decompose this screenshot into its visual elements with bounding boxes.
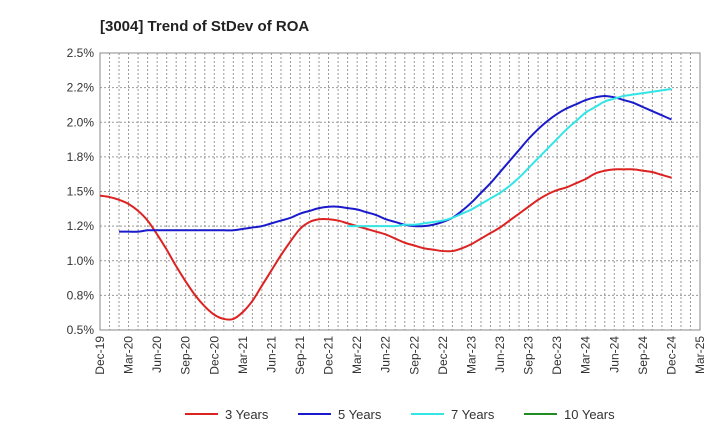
- x-tick-label: Jun-20: [150, 336, 164, 373]
- x-tick-label: Sep-24: [636, 336, 650, 375]
- chart-title: [3004] Trend of StDev of ROA: [100, 18, 309, 35]
- y-tick-label: 1.2%: [67, 219, 95, 233]
- x-tick-label: Dec-22: [436, 336, 450, 375]
- x-tick-label: Mar-25: [693, 336, 707, 374]
- x-tick-label: Sep-23: [522, 336, 536, 375]
- legend-label-10-years: 10 Years: [564, 407, 615, 422]
- x-tick-label: Dec-21: [322, 336, 336, 375]
- x-tick-label: Sep-22: [407, 336, 421, 375]
- x-tick-label: Sep-21: [293, 336, 307, 375]
- x-tick-label: Dec-23: [550, 336, 564, 375]
- x-tick-label: Jun-21: [264, 336, 278, 373]
- y-tick-label: 1.8%: [67, 150, 95, 164]
- x-tick-label: Sep-20: [179, 336, 193, 375]
- series-line-5-years: [119, 94, 672, 233]
- series-layer: [99, 88, 672, 321]
- x-tick-label: Mar-24: [579, 336, 593, 374]
- y-tick-label: 1.5%: [67, 185, 95, 199]
- y-tick-label: 0.5%: [67, 323, 95, 337]
- x-tick-label: Dec-24: [664, 336, 678, 375]
- y-tick-label: 1.0%: [67, 254, 95, 268]
- x-tick-label: Mar-23: [464, 336, 478, 374]
- y-tick-label: 2.2%: [67, 81, 95, 95]
- x-tick-label: Mar-21: [236, 336, 250, 374]
- series-line-3-years: [99, 168, 672, 321]
- legend-label-3-years: 3 Years: [225, 407, 269, 422]
- x-tick-label: Mar-22: [350, 336, 364, 374]
- x-axis-ticks: Dec-19 Mar-20 Jun-20 Sep-20 Dec-20 Mar-21 Jun-…: [93, 336, 707, 375]
- legend-label-7-years: 7 Years: [451, 407, 495, 422]
- legend-label-5-years: 5 Years: [338, 407, 382, 422]
- legend: 3 Years 5 Years 7 Years 10 Years: [185, 407, 615, 422]
- x-tick-label: Dec-19: [93, 336, 107, 375]
- y-tick-label: 0.8%: [67, 288, 95, 302]
- y-axis-ticks: 0.5% 0.8% 1.0% 1.2% 1.5% 1.8% 2.0% 2.2% 2.5%: [67, 46, 95, 337]
- y-tick-label: 2.5%: [67, 46, 95, 60]
- x-tick-label: Jun-23: [493, 336, 507, 373]
- plot-frame: [99, 52, 701, 331]
- x-tick-label: Dec-20: [207, 336, 221, 375]
- series-line-7-years: [347, 88, 672, 228]
- x-tick-label: Jun-24: [607, 336, 621, 373]
- x-tick-label: Jun-22: [379, 336, 393, 373]
- y-tick-label: 2.0%: [67, 115, 95, 129]
- x-tick-label: Mar-20: [122, 336, 136, 374]
